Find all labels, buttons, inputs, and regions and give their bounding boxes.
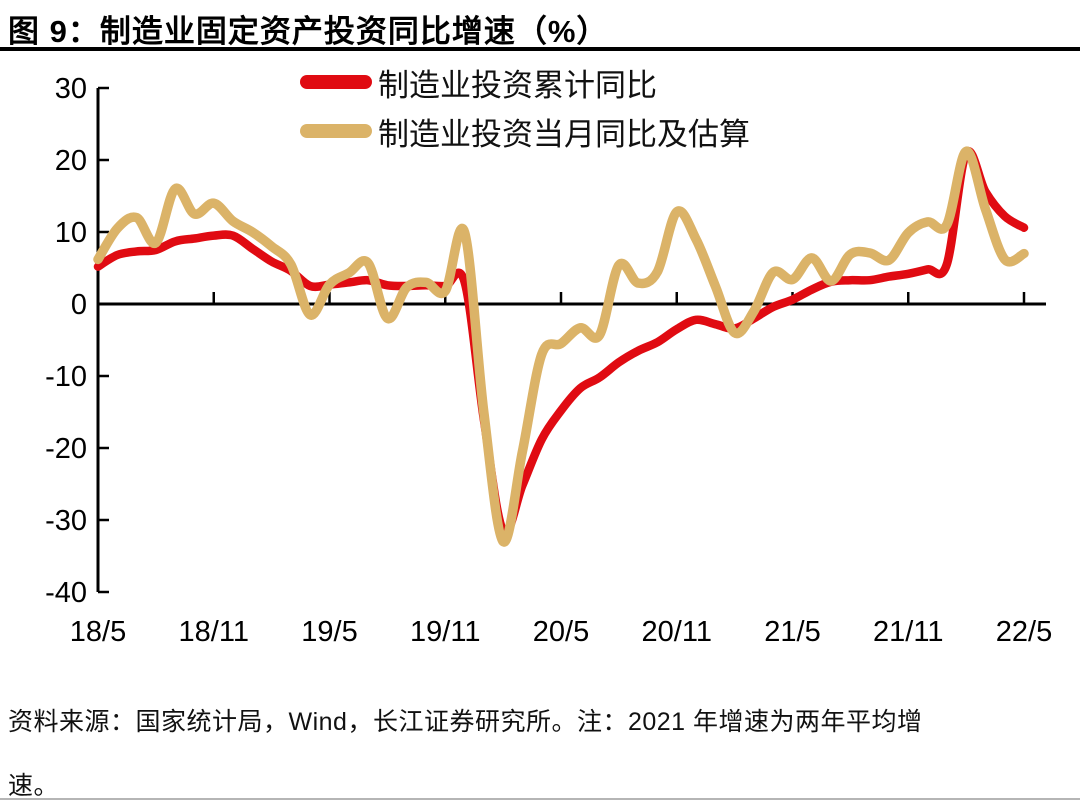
y-tick-label: -20 [45,433,87,465]
legend-swatch-gold-icon [300,124,372,138]
monthly-yoy-line [93,146,1029,547]
y-tick-label: 10 [55,217,87,249]
y-tick-label: 30 [55,73,87,105]
x-tick-label: 18/11 [179,616,249,648]
x-tick-label: 19/5 [301,616,357,648]
y-tick-label: -40 [45,577,87,609]
line-chart: 30 20 10 0 -10 -20 -30 -40 18/5 18/11 19/5 19/11 20/… [45,73,1052,648]
legend-swatch-red-icon [300,75,372,89]
axis-ticks [98,86,1026,594]
cumulative-yoy-line [93,147,1029,537]
y-tick-label: 0 [71,289,87,321]
x-tick-label: 19/11 [410,616,480,648]
x-tick-label: 22/5 [996,616,1052,648]
x-tick-label: 21/5 [764,616,820,648]
bottom-divider [0,798,1080,800]
x-tick-label: 20/11 [642,616,712,648]
x-tick-label: 20/5 [533,616,589,648]
x-tick-label: 18/5 [70,616,126,648]
source-note-line1: 资料来源：国家统计局，Wind，长江证券研究所。注：2021 年增速为两年平均增 [8,708,923,736]
chart-legend: 制造业投资累计同比 制造业投资当月同比及估算 [300,62,750,152]
x-tick-label: 21/11 [873,616,943,648]
legend-item-monthly: 制造业投资当月同比及估算 [300,111,750,152]
y-tick-label: 20 [55,145,87,177]
title-divider [0,47,1080,51]
legend-item-cumulative: 制造业投资累计同比 [300,62,750,103]
legend-label-cumulative: 制造业投资累计同比 [378,67,657,103]
figure-title: 图 9：制造业固定资产投资同比增速（%） [8,14,609,49]
y-tick-label: -10 [45,361,87,393]
legend-label-monthly: 制造业投资当月同比及估算 [378,116,750,152]
source-note-line2: 速。 [8,772,60,800]
y-tick-label: -30 [45,505,87,537]
axis-tick-labels: 30 20 10 0 -10 -20 -30 -40 18/5 18/11 19/5 19/11 20/… [45,73,1052,648]
